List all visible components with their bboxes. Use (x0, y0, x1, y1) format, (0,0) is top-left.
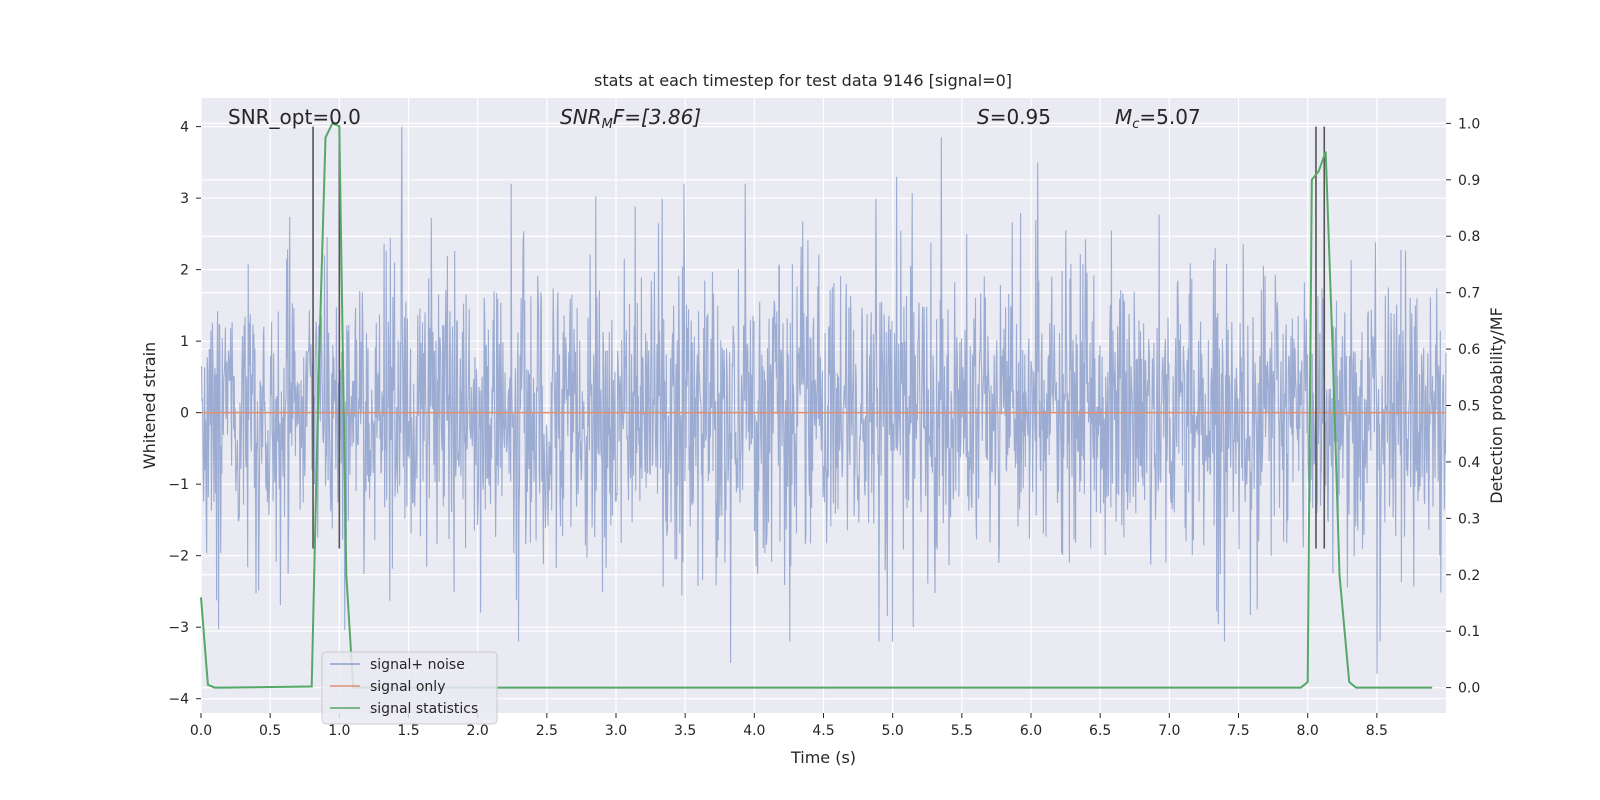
legend-label-signal-statistics: signal statistics (370, 701, 478, 717)
x-axis-ticks: 0.0 0.5 1.0 1.5 2.0 2.5 3.0 3.5 4.0 4.5 5.0 5.5 6.0 6… (190, 713, 1388, 739)
annotation-mc: Mc=5.07 (1115, 105, 1201, 132)
x-tick-label: 1.0 (328, 723, 350, 739)
legend: signal+ noise signal only signal statist… (321, 651, 498, 725)
annotation-s-label: S (977, 105, 990, 129)
y-tick-label: 4 (180, 120, 189, 136)
annotation-s-value: =0.95 (990, 105, 1051, 129)
x-tick-label: 1.5 (397, 723, 419, 739)
y-tick-label: 0 (180, 406, 189, 422)
y-axis-label: Whitened strain (140, 342, 159, 469)
x-tick-label: 5.0 (882, 723, 904, 739)
x-tick-label: 2.0 (467, 723, 489, 739)
y2-tick-label: 0.0 (1458, 681, 1480, 697)
y2-tick-label: 1.0 (1458, 116, 1480, 132)
annotation-snr-mf-base: SNR (560, 105, 602, 129)
y2-tick-label: 0.4 (1458, 455, 1480, 471)
y-tick-label: −3 (168, 620, 189, 636)
x-tick-label: 8.0 (1297, 723, 1319, 739)
signal-plus-noise-line (200, 126, 1447, 674)
vertical-markers (312, 126, 1326, 549)
annotation-snr-mf-rest: F=[3.86] (613, 105, 701, 129)
x-tick-label: 4.5 (812, 723, 834, 739)
annotation-snr-opt: SNR_opt=0.0 (228, 105, 361, 129)
y2-axis-ticks: 1.0 0.9 0.8 0.7 0.6 0.5 0.4 0.3 0.2 0.1 0.0 (1446, 116, 1480, 697)
x-tick-label: 0.0 (190, 723, 212, 739)
y2-tick-label: 0.8 (1458, 229, 1480, 245)
x-tick-label: 6.5 (1089, 723, 1111, 739)
y2-tick-label: 0.9 (1458, 173, 1480, 189)
x-tick-label: 5.5 (951, 723, 973, 739)
annotation-mc-value: =5.07 (1139, 105, 1200, 129)
x-tick-label: 7.0 (1158, 723, 1180, 739)
x-axis-label: Time (s) (790, 748, 856, 767)
legend-label-signal-only: signal only (370, 679, 445, 695)
x-tick-label: 8.5 (1366, 723, 1388, 739)
y2-axis-label: Detection probability/MF (1487, 307, 1506, 504)
y-tick-label: −2 (168, 549, 189, 565)
y2-tick-label: 0.3 (1458, 511, 1480, 527)
y-tick-label: 3 (180, 191, 189, 207)
annotation-s: S=0.95 (977, 105, 1051, 129)
annotation-mc-label: M (1115, 105, 1132, 129)
annotation-mc-sub: c (1132, 117, 1139, 132)
legend-box (321, 651, 498, 725)
legend-label-signal-plus-noise: signal+ noise (370, 657, 465, 673)
y2-tick-label: 0.6 (1458, 342, 1480, 358)
x-tick-label: 0.5 (259, 723, 281, 739)
x-tick-label: 3.5 (674, 723, 696, 739)
y2-tick-label: 0.7 (1458, 286, 1480, 302)
x-tick-label: 4.0 (743, 723, 765, 739)
y-tick-label: −4 (168, 692, 189, 708)
annotations: SNR_opt=0.0 SNRMF=[3.86] S=0.95 Mc=5.07 (228, 105, 1201, 132)
annotation-snr-mf: SNRMF=[3.86] (560, 105, 701, 132)
y-tick-label: −1 (168, 477, 189, 493)
y-tick-label: 2 (180, 263, 189, 279)
y2-tick-label: 0.2 (1458, 568, 1480, 584)
x-tick-label: 3.0 (605, 723, 627, 739)
chart-title: stats at each timestep for test data 914… (594, 71, 1012, 90)
y-axis-ticks: 4 3 2 1 0 −1 −2 −3 −4 (168, 120, 201, 708)
x-tick-label: 2.5 (536, 723, 558, 739)
y2-tick-label: 0.5 (1458, 399, 1480, 415)
y2-tick-label: 0.1 (1458, 624, 1480, 640)
annotation-snr-mf-sub: M (602, 117, 613, 132)
series-signal-plus-noise (200, 126, 1447, 674)
x-tick-label: 6.0 (1020, 723, 1042, 739)
x-tick-label: 7.5 (1227, 723, 1249, 739)
y-tick-label: 1 (180, 334, 189, 350)
